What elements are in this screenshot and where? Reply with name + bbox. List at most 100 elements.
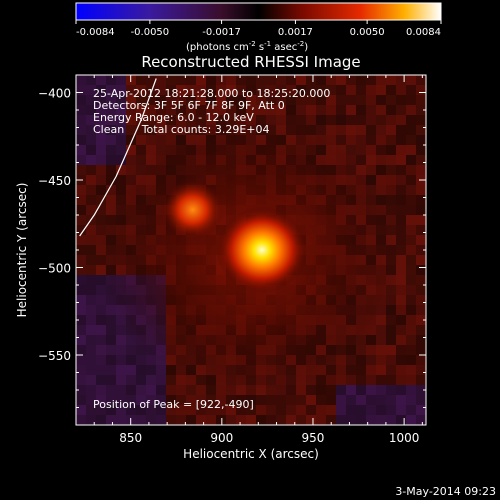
image-pixel bbox=[226, 395, 236, 405]
image-pixel bbox=[416, 295, 426, 305]
image-pixel bbox=[396, 265, 406, 275]
image-pixel bbox=[116, 95, 126, 105]
image-pixel bbox=[406, 75, 416, 85]
image-pixel bbox=[116, 85, 126, 95]
image-pixel bbox=[356, 95, 366, 105]
image-pixel bbox=[396, 165, 406, 175]
image-pixel bbox=[236, 105, 246, 115]
image-pixel bbox=[246, 95, 256, 105]
y-tick-label: −550 bbox=[38, 349, 71, 363]
image-pixel bbox=[376, 105, 386, 115]
image-pixel bbox=[116, 135, 126, 145]
image-pixel bbox=[336, 125, 346, 135]
x-tick-label: 900 bbox=[210, 431, 233, 445]
image-pixel bbox=[346, 115, 356, 125]
image-pixel bbox=[76, 415, 86, 425]
image-pixel bbox=[166, 95, 176, 105]
image-pixel bbox=[96, 355, 106, 365]
image-pixel bbox=[76, 315, 86, 325]
image-pixel bbox=[276, 95, 286, 105]
image-pixel bbox=[96, 165, 106, 175]
image-pixel bbox=[76, 345, 86, 355]
image-pixel bbox=[396, 345, 406, 355]
image-pixel bbox=[416, 415, 426, 425]
image-pixel bbox=[106, 185, 116, 195]
image-pixel bbox=[336, 385, 346, 395]
image-pixel bbox=[396, 355, 406, 365]
image-pixel bbox=[366, 385, 376, 395]
image-pixel bbox=[96, 195, 106, 205]
image-pixel bbox=[336, 85, 346, 95]
image-pixel bbox=[176, 375, 186, 385]
image-pixel bbox=[156, 135, 166, 145]
image-pixel bbox=[86, 405, 96, 415]
image-pixel bbox=[126, 135, 136, 145]
image-pixel bbox=[176, 385, 186, 395]
image-pixel bbox=[86, 255, 96, 265]
image-pixel bbox=[396, 195, 406, 205]
image-pixel bbox=[286, 115, 296, 125]
image-pixel bbox=[366, 375, 376, 385]
image-pixel bbox=[156, 75, 166, 85]
image-pixel bbox=[386, 365, 396, 375]
image-pixel bbox=[386, 105, 396, 115]
image-pixel bbox=[336, 365, 346, 375]
image-pixel bbox=[196, 405, 206, 415]
image-pixel bbox=[136, 365, 146, 375]
image-pixel bbox=[166, 125, 176, 135]
image-pixel bbox=[206, 415, 216, 425]
image-pixel bbox=[176, 125, 186, 135]
x-tick-label: 850 bbox=[119, 431, 142, 445]
image-pixel bbox=[136, 355, 146, 365]
image-pixel bbox=[336, 135, 346, 145]
image-pixel bbox=[116, 345, 126, 355]
image-pixel bbox=[106, 325, 116, 335]
image-pixel bbox=[96, 85, 106, 95]
image-pixel bbox=[186, 105, 196, 115]
image-pixel bbox=[276, 85, 286, 95]
image-pixel bbox=[396, 375, 406, 385]
image-pixel bbox=[416, 375, 426, 385]
image-pixel bbox=[76, 405, 86, 415]
image-pixel bbox=[126, 85, 136, 95]
image-pixel bbox=[356, 375, 366, 385]
image-pixel bbox=[386, 135, 396, 145]
peak-source bbox=[215, 206, 308, 294]
image-pixel bbox=[76, 395, 86, 405]
image-pixel bbox=[76, 255, 86, 265]
image-pixel bbox=[286, 85, 296, 95]
image-pixel bbox=[366, 125, 376, 135]
image-pixel bbox=[306, 405, 316, 415]
x-tick-label: 1000 bbox=[389, 431, 420, 445]
image-pixel bbox=[86, 85, 96, 95]
image-pixel bbox=[166, 85, 176, 95]
image-pixel bbox=[396, 205, 406, 215]
image-pixel bbox=[76, 185, 86, 195]
image-pixel bbox=[396, 145, 406, 155]
image-pixel bbox=[286, 405, 296, 415]
image-pixel bbox=[326, 85, 336, 95]
image-pixel bbox=[376, 345, 386, 355]
image-pixel bbox=[76, 225, 86, 235]
image-pixel bbox=[316, 415, 326, 425]
image-pixel bbox=[376, 135, 386, 145]
image-pixel bbox=[416, 275, 426, 285]
image-pixel bbox=[156, 395, 166, 405]
image-pixel bbox=[406, 245, 416, 255]
image-pixel bbox=[156, 125, 166, 135]
image-pixel bbox=[186, 415, 196, 425]
image-pixel bbox=[346, 365, 356, 375]
image-pixel bbox=[76, 85, 86, 95]
image-pixel bbox=[96, 305, 106, 315]
image-pixel bbox=[86, 185, 96, 195]
image-pixel bbox=[86, 125, 96, 135]
image-pixel bbox=[76, 105, 86, 115]
image-pixel bbox=[266, 85, 276, 95]
image-pixel bbox=[86, 135, 96, 145]
image-pixel bbox=[106, 365, 116, 375]
image-pixel bbox=[126, 375, 136, 385]
image-pixel bbox=[266, 415, 276, 425]
image-pixel bbox=[406, 105, 416, 115]
image-pixel bbox=[296, 105, 306, 115]
image-pixel bbox=[116, 125, 126, 135]
